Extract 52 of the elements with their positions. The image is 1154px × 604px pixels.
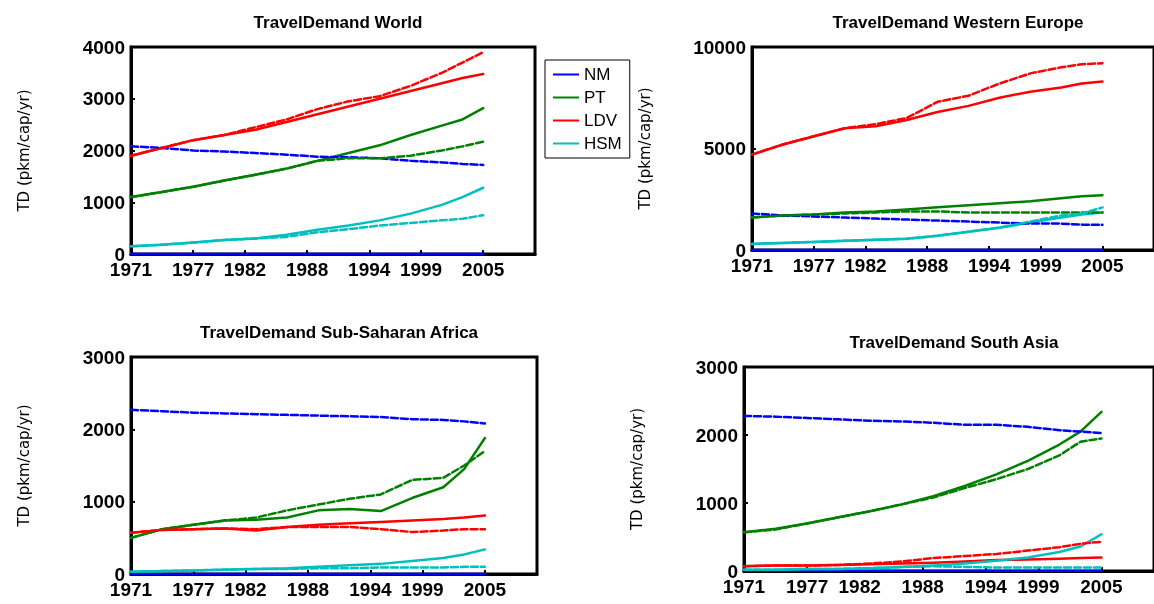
y-tick-label: 2000 xyxy=(82,140,125,161)
x-tick-label: 2005 xyxy=(1081,255,1125,276)
x-tick-label: 1977 xyxy=(172,579,215,600)
y-axis-title: TD (pkm/cap/yr) xyxy=(14,404,33,528)
legend-label: HSM xyxy=(584,134,622,153)
y-tick-label: 1000 xyxy=(82,191,125,213)
y-tick-label: 3000 xyxy=(82,88,125,110)
x-tick-label: 1999 xyxy=(399,259,443,280)
y-axis-title: TD (pkm/cap/yr) xyxy=(14,89,33,213)
chart-title: TravelDemand Western Europe xyxy=(832,13,1084,32)
chart-title: TravelDemand South Asia xyxy=(849,333,1060,352)
legend-label: LDV xyxy=(584,111,618,130)
x-tick-label: 2005 xyxy=(462,259,505,280)
x-tick-label: 1982 xyxy=(224,579,267,600)
x-tick-label: 1982 xyxy=(838,576,881,597)
x-tick-label: 1982 xyxy=(223,259,267,280)
x-tick-label: 1994 xyxy=(349,579,392,600)
x-tick-label: 2005 xyxy=(463,579,507,600)
x-tick-label: 1988 xyxy=(286,579,330,600)
y-axis-title: TD (pkm/cap/yr) xyxy=(635,87,654,211)
line-series xyxy=(742,414,1103,435)
y-tick-label: 10000 xyxy=(693,36,746,58)
line-series xyxy=(750,212,1104,226)
chart-title: TravelDemand World xyxy=(253,13,423,32)
x-tick-label: 2005 xyxy=(1080,576,1123,597)
x-tick-label: 1994 xyxy=(348,259,391,280)
x-tick-label: 1982 xyxy=(844,255,887,276)
y-tick-label: 2000 xyxy=(695,424,738,446)
y-tick-label: 1000 xyxy=(82,491,125,513)
x-tick-label: 1994 xyxy=(964,576,1008,597)
x-tick-label: 1988 xyxy=(285,259,329,280)
legend-label: PT xyxy=(584,88,606,107)
chart-title: TravelDemand Sub-Saharan Africa xyxy=(199,323,479,342)
y-tick-label: 5000 xyxy=(703,138,746,159)
x-tick-label: 1999 xyxy=(1019,255,1062,276)
x-tick-label: 1977 xyxy=(785,576,829,597)
x-tick-label: 1988 xyxy=(901,576,944,597)
line-series xyxy=(129,408,487,425)
x-tick-label: 1994 xyxy=(967,255,1011,276)
y-axis-title: TD (pkm/cap/yr) xyxy=(627,407,646,532)
legend-label: NM xyxy=(584,65,611,84)
y-tick-label: 4000 xyxy=(82,36,125,58)
x-tick-label: 1988 xyxy=(906,255,949,276)
line-series xyxy=(129,145,485,167)
y-tick-label: 2000 xyxy=(82,418,125,440)
y-tick-label: 3000 xyxy=(82,346,125,368)
x-tick-label: 1977 xyxy=(792,255,835,276)
y-tick-label: 3000 xyxy=(695,356,738,378)
y-tick-label: 1000 xyxy=(695,492,738,514)
x-tick-label: 1999 xyxy=(401,579,444,600)
x-tick-label: 1999 xyxy=(1017,576,1060,597)
x-tick-label: 1977 xyxy=(172,259,215,280)
